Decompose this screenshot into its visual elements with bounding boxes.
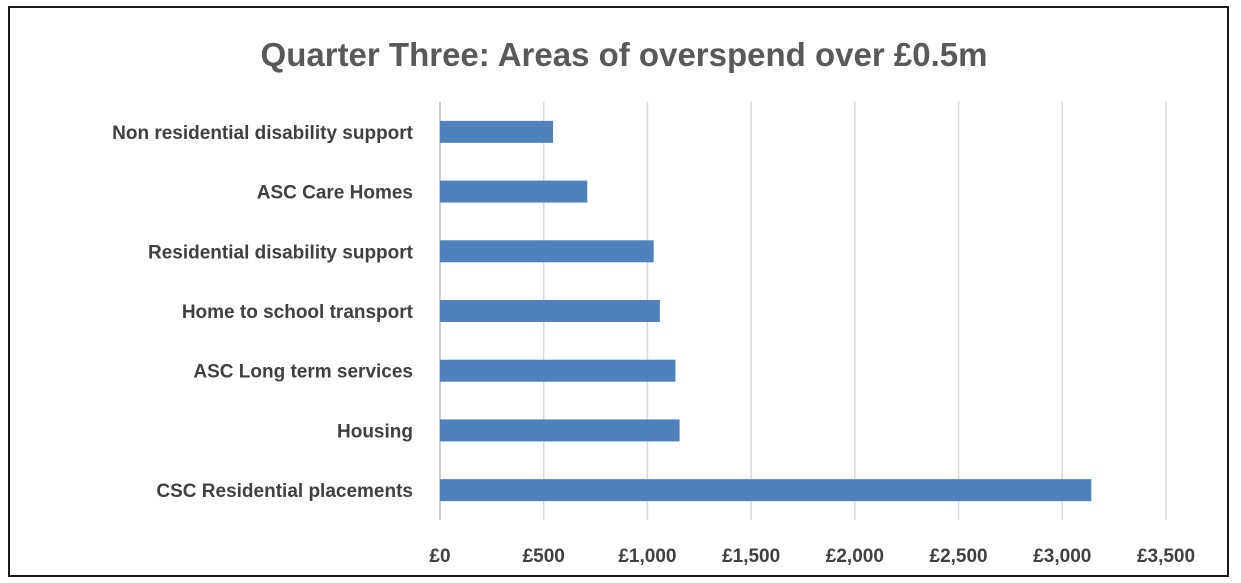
x-tick-label: £3,000	[1033, 546, 1091, 567]
bar	[440, 419, 680, 442]
bar	[440, 240, 654, 263]
grid-layer	[439, 102, 1167, 520]
bar	[440, 180, 588, 203]
x-tick-label: £2,000	[826, 546, 884, 567]
x-tick-labels: £0 £500 £1,000 £1,500 £2,000 £2,500 £3,000 £3,5…	[429, 546, 1195, 567]
category-label: Non residential disability support	[112, 123, 414, 144]
x-tick-label: £0	[429, 546, 450, 567]
category-label: ASC Care Homes	[257, 183, 413, 204]
x-tick-label: £1,000	[618, 546, 676, 567]
x-tick-label: £500	[523, 546, 565, 567]
bar	[440, 359, 676, 382]
bar	[440, 120, 554, 143]
category-label: Residential disability support	[148, 242, 414, 263]
bar-layer	[440, 120, 1092, 502]
chart-title: Quarter Three: Areas of overspend over £…	[261, 36, 988, 73]
bar	[440, 479, 1092, 502]
category-label: Home to school transport	[182, 302, 414, 323]
bar	[440, 300, 660, 322]
category-labels: Non residential disability support ASC Ca…	[112, 123, 414, 502]
category-label: ASC Long term services	[193, 362, 413, 383]
x-tick-label: £1,500	[722, 546, 780, 567]
category-label: Housing	[337, 421, 413, 442]
x-tick-label: £2,500	[930, 546, 988, 567]
x-tick-label: £3,500	[1137, 546, 1195, 567]
category-label: CSC Residential placements	[156, 481, 413, 502]
